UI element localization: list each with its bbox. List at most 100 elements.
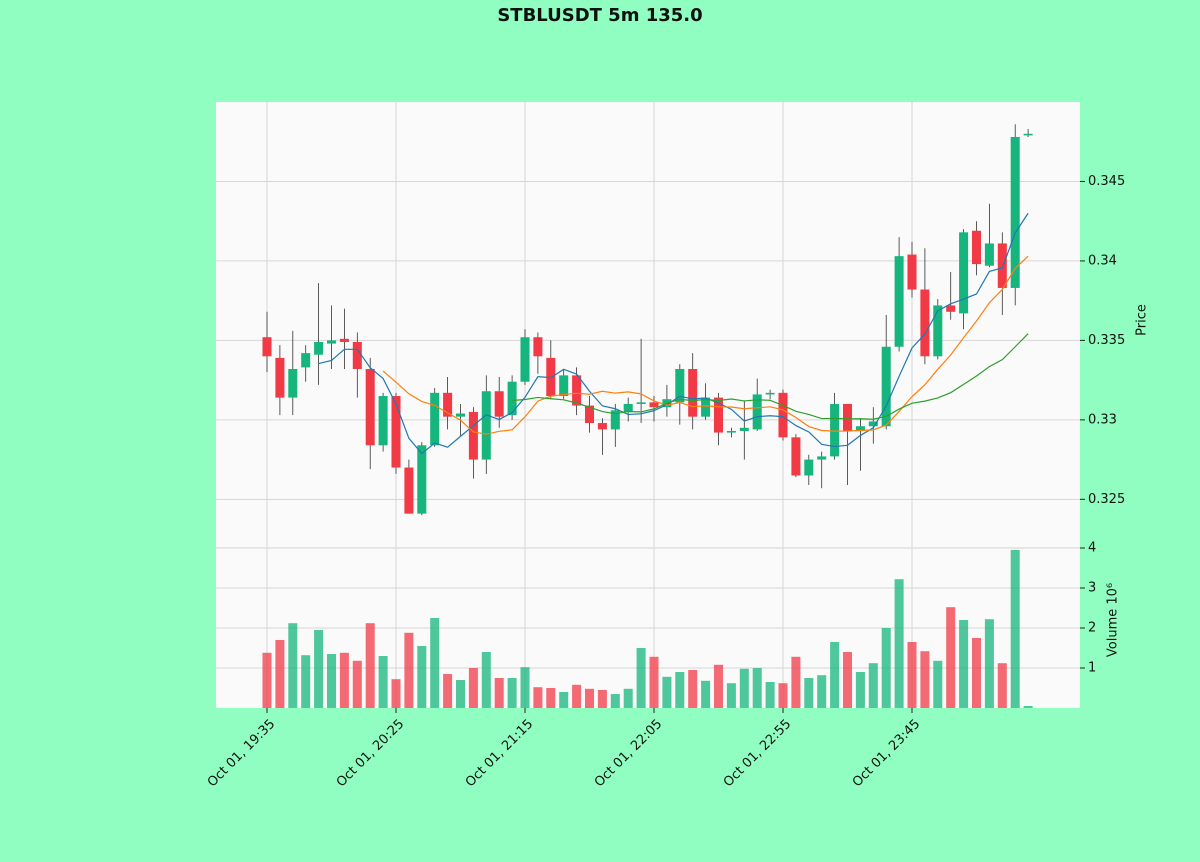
volume-bar [288, 623, 298, 708]
candle-body [855, 426, 865, 431]
volume-bar [352, 660, 362, 708]
volume-bar [314, 630, 324, 708]
candle-body [739, 427, 749, 431]
volume-bar [365, 623, 375, 708]
candle-body [778, 392, 788, 438]
candle-body [610, 410, 620, 430]
volume-bar [339, 652, 349, 708]
volume-bar [610, 694, 620, 708]
candle-body [275, 357, 285, 398]
y-tick-label: 0.33 [1088, 412, 1117, 427]
x-tick-label: Oct 01, 20:25 [334, 717, 407, 790]
volume-bar [726, 683, 736, 708]
volume-bar [933, 660, 943, 708]
candle-body [494, 391, 504, 417]
candle-body [726, 430, 736, 433]
y-tick-label: 3 [1088, 581, 1096, 596]
price-axis-label: Price [1135, 304, 1150, 336]
candle-body [881, 346, 891, 427]
candle-body [765, 392, 775, 395]
candle-body [933, 305, 943, 357]
volume-bar [404, 632, 414, 708]
moving-average-line [382, 255, 1029, 435]
volume-bar [443, 674, 453, 708]
x-tick-label: Oct 01, 23:45 [850, 717, 923, 790]
candle-body [572, 375, 582, 406]
y-tick-label: 4 [1088, 541, 1096, 556]
volume-bar [713, 664, 724, 708]
candle-body [842, 403, 853, 431]
candle-body [959, 232, 969, 314]
volume-bar [739, 668, 749, 708]
volume-bar [584, 688, 595, 708]
candle-body [378, 396, 388, 446]
volume-bar [636, 648, 646, 708]
volume-bar [1023, 706, 1033, 708]
candle-body [288, 369, 298, 398]
candle-body [997, 243, 1007, 288]
x-tick-label: Oct 01, 22:05 [592, 717, 665, 790]
candle-body [1010, 136, 1020, 288]
volume-bar [868, 663, 878, 708]
candle-body [404, 467, 414, 514]
volume-bar [791, 656, 801, 708]
moving-average-line [512, 333, 1029, 420]
candle-body [984, 243, 994, 266]
chart-title: STBLUSDT 5m 135.0 [497, 5, 702, 26]
volume-bar [675, 672, 685, 708]
x-tick-label: Oct 01, 21:15 [463, 717, 536, 790]
volume-bar [507, 678, 517, 708]
candle-body [468, 411, 478, 460]
plot-area [216, 102, 1080, 708]
candle-body [326, 340, 337, 344]
x-tick-label: Oct 01, 19:35 [205, 717, 278, 790]
candle-body [301, 353, 311, 368]
candle-body [713, 397, 724, 433]
volume-bar [275, 640, 285, 708]
y-tick-label: 2 [1088, 621, 1096, 636]
candle-body [688, 369, 698, 417]
candle-body [559, 375, 569, 397]
candle-body [946, 305, 956, 312]
volume-bar [417, 646, 427, 708]
volume-bar [455, 680, 466, 708]
volume-bar [907, 642, 917, 708]
candle-body [1023, 133, 1033, 136]
candle-body [804, 459, 814, 476]
volume-bar [881, 628, 891, 708]
volume-bar [301, 655, 311, 708]
volume-bar [378, 656, 388, 708]
candle-body [623, 403, 633, 412]
candle-body [920, 289, 930, 357]
volume-bar [559, 692, 569, 708]
candle-body [417, 445, 427, 514]
candle-body [868, 421, 878, 427]
candle-body [971, 230, 982, 265]
candle-body [443, 392, 453, 417]
candle-body [352, 341, 362, 369]
volume-bar [520, 667, 530, 708]
volume-bar [391, 679, 401, 708]
candle-body [584, 405, 595, 424]
candle-body [649, 402, 659, 408]
volume-bar [778, 683, 788, 708]
volume-bar [765, 682, 775, 708]
volume-bar [430, 618, 440, 708]
volume-bar [830, 642, 840, 708]
volume-bar [959, 620, 969, 708]
y-tick-label: 0.325 [1088, 492, 1125, 507]
y-tick-label: 0.345 [1088, 174, 1125, 189]
volume-bar [649, 656, 659, 708]
candle-body [894, 256, 904, 347]
candle-body [430, 392, 440, 446]
candle-body [507, 381, 517, 416]
candle-body [262, 337, 272, 357]
volume-bar [481, 652, 491, 708]
volume-bar [920, 651, 930, 708]
y-tick-label: 1 [1088, 661, 1096, 676]
volume-bar [817, 675, 827, 708]
y-tick-label: 0.335 [1088, 333, 1125, 348]
candle-body [830, 403, 840, 457]
candle-body [907, 254, 917, 290]
